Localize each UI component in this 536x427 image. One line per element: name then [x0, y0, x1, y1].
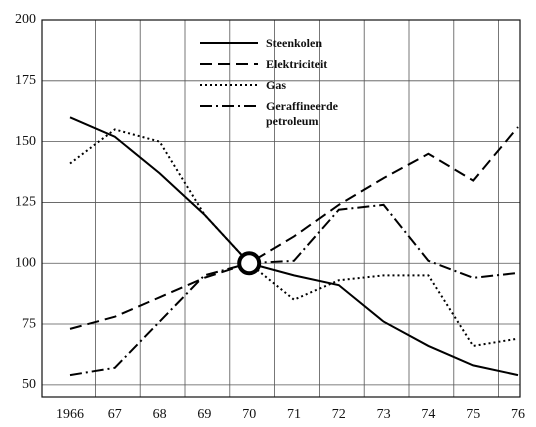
legend-swatch: [200, 105, 258, 107]
series-line: [69, 116, 519, 377]
legend-item: Geraffineerde petroleum: [198, 99, 388, 129]
y-tick-label: 150: [15, 134, 36, 149]
series-line: [69, 203, 519, 377]
legend-item: Gas: [198, 78, 388, 93]
legend-swatch: [200, 63, 258, 65]
x-tick-label: 1966: [56, 407, 84, 422]
x-tick-label: 67: [108, 407, 122, 422]
x-tick-label: 75: [466, 407, 480, 422]
legend-swatch: [200, 42, 258, 44]
x-tick-label: 74: [421, 407, 435, 422]
x-tick-label: 69: [197, 407, 211, 422]
legend-label: Geraffineerde petroleum: [266, 99, 338, 128]
y-tick-label: 75: [22, 316, 36, 331]
y-tick-label: 50: [22, 377, 36, 392]
legend-swatch: [200, 84, 258, 86]
legend-label: Gas: [266, 78, 287, 92]
legend: Steenkolen Elektriciteit Gas Geraffineerde …: [198, 36, 388, 135]
x-tick-label: 70: [242, 407, 256, 422]
y-tick-label: 100: [15, 255, 36, 270]
y-tick-label: 125: [15, 195, 36, 210]
plot-frame: [41, 19, 521, 398]
series-line: [69, 128, 519, 348]
legend-label: Elektriciteit: [266, 57, 328, 71]
x-tick-label: 68: [153, 407, 167, 422]
x-tick-label: 71: [287, 407, 301, 422]
legend-label: Steenkolen: [266, 36, 323, 50]
y-tick-label: 200: [15, 12, 36, 27]
highlight-circle: [237, 251, 262, 276]
series-line: [69, 126, 519, 330]
x-tick-label: 72: [332, 407, 346, 422]
x-tick-label: 73: [377, 407, 391, 422]
y-tick-label: 175: [15, 73, 36, 88]
legend-item: Elektriciteit: [198, 57, 388, 72]
legend-item: Steenkolen: [198, 36, 388, 51]
x-tick-label: 76: [511, 407, 525, 422]
